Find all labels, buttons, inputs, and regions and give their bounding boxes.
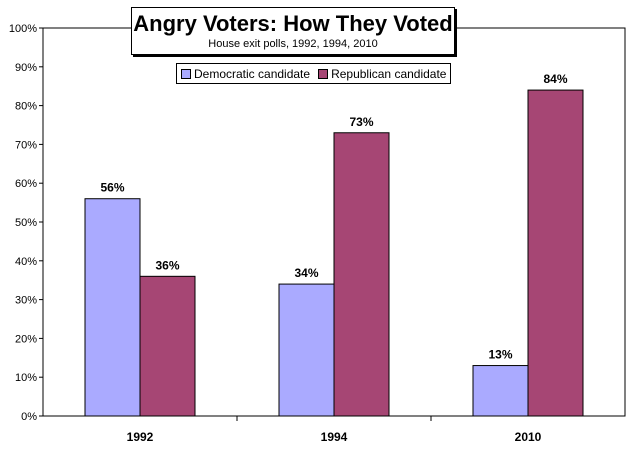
x-tick-label: 1994 <box>321 430 348 444</box>
data-labels: 56% 36% 34% 73% 13% 84% <box>100 72 567 361</box>
bar-republican <box>139 275 196 417</box>
y-tick-label: 80% <box>15 101 37 113</box>
bar-democratic <box>278 283 335 417</box>
chart-subtitle: House exit polls, 1992, 1994, 2010 <box>208 38 378 50</box>
y-tick-label: 50% <box>15 217 37 229</box>
data-label: 34% <box>294 266 318 280</box>
bars <box>84 89 584 417</box>
chart-title-box: Angry Voters: How They Voted House exit … <box>131 7 455 55</box>
data-label: 36% <box>155 258 179 272</box>
y-tick-label: 0% <box>21 411 37 423</box>
legend-item-democratic: Democratic candidate <box>181 67 310 81</box>
bar-democratic <box>472 365 529 417</box>
y-tick-label: 20% <box>15 333 37 345</box>
legend-item-republican: Republican candidate <box>318 67 446 81</box>
y-tick-label: 40% <box>15 256 37 268</box>
bar-republican <box>333 132 390 417</box>
legend-label-republican: Republican candidate <box>331 66 447 81</box>
x-tick-label: 1992 <box>127 430 154 444</box>
legend-swatch-republican <box>318 68 329 79</box>
y-tick-label: 30% <box>15 295 37 307</box>
legend: Democratic candidate Republican candidat… <box>176 63 452 84</box>
data-label: 73% <box>349 115 373 129</box>
y-tick-label: 10% <box>15 372 37 384</box>
data-label: 56% <box>100 181 124 195</box>
legend-label-democratic: Democratic candidate <box>194 66 311 81</box>
bar-republican <box>527 89 584 417</box>
y-tick-label: 90% <box>15 62 37 74</box>
chart-title: Angry Voters: How They Voted <box>133 11 453 36</box>
y-tick-label: 100% <box>9 23 37 35</box>
bar-democratic <box>84 198 141 417</box>
y-tick-label: 60% <box>15 178 37 190</box>
data-label: 13% <box>488 348 512 362</box>
data-label: 84% <box>543 72 567 86</box>
x-tick-label: 2010 <box>515 430 542 444</box>
y-tick-label: 70% <box>15 139 37 151</box>
legend-swatch-democratic <box>181 68 191 79</box>
